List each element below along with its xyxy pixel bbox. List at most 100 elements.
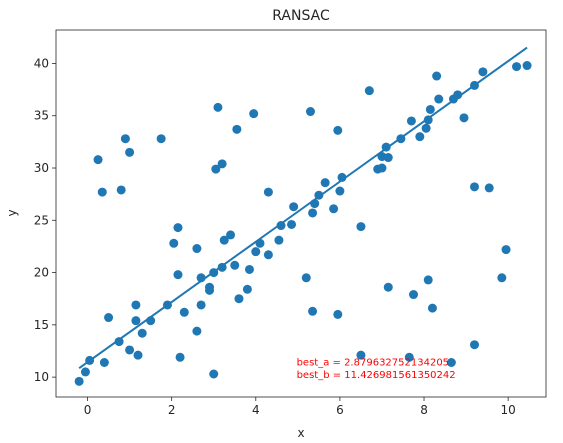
data-point (404, 352, 414, 362)
data-point (263, 187, 273, 197)
data-point (305, 107, 315, 117)
data-point (356, 350, 366, 360)
data-point (501, 245, 511, 255)
data-point (131, 300, 141, 310)
x-axis-ticks: 0 2 4 6 8 10 (84, 397, 516, 417)
data-point (173, 270, 183, 280)
data-point (230, 260, 240, 270)
data-point (423, 275, 433, 285)
data-point (104, 313, 114, 323)
data-point (427, 303, 437, 313)
data-point (251, 247, 261, 257)
data-point (93, 155, 103, 165)
data-point (116, 185, 126, 195)
annotation-best-b: best_b = 11.426981561350242 (297, 370, 456, 381)
data-point (213, 102, 223, 112)
data-point (234, 294, 244, 304)
data-point (512, 62, 522, 72)
data-point (137, 328, 147, 338)
data-point (205, 285, 215, 295)
data-point (446, 357, 456, 367)
y-tick-label: 35 (34, 109, 49, 123)
data-point (287, 219, 297, 229)
data-point (434, 94, 444, 104)
x-tick-label: 0 (84, 403, 92, 417)
data-point (97, 187, 107, 197)
data-point (337, 172, 347, 182)
data-point (356, 222, 366, 232)
ransac-fit-line (78, 46, 528, 370)
data-point (415, 132, 425, 142)
data-point (156, 134, 166, 144)
data-point (120, 134, 130, 144)
data-point (308, 306, 318, 316)
data-point (308, 208, 318, 218)
x-axis-label: x (297, 426, 304, 440)
data-point (179, 307, 189, 317)
y-axis-label: y (5, 209, 19, 216)
data-point (173, 223, 183, 233)
data-point (406, 116, 416, 126)
x-tick-label: 10 (501, 403, 516, 417)
x-tick-label: 4 (252, 403, 260, 417)
data-point (421, 123, 431, 133)
x-tick-label: 6 (336, 403, 344, 417)
data-point (333, 309, 343, 319)
data-point (131, 316, 141, 326)
data-point (453, 90, 463, 100)
data-point (469, 182, 479, 192)
data-point (74, 376, 84, 386)
data-point (484, 183, 494, 193)
y-tick-label: 20 (34, 266, 49, 280)
plot-frame (55, 29, 547, 398)
annotation-best-a: best_a = 2.879632752134205 (297, 358, 449, 369)
scatter-points (74, 61, 532, 386)
data-point (320, 178, 330, 188)
data-point (125, 345, 135, 355)
data-point (99, 357, 109, 367)
data-point (80, 367, 90, 377)
x-tick-label: 8 (420, 403, 428, 417)
data-point (478, 67, 488, 77)
data-point (409, 290, 419, 300)
data-point (263, 250, 273, 260)
x-tick-label: 2 (168, 403, 176, 417)
data-point (209, 369, 219, 379)
chart-title: RANSAC (272, 8, 330, 24)
data-point (274, 235, 284, 245)
data-point (219, 235, 229, 245)
data-point (217, 159, 227, 169)
data-point (242, 284, 252, 294)
data-point (249, 109, 259, 119)
data-point (192, 244, 202, 254)
data-point (301, 273, 311, 283)
data-point (364, 86, 374, 96)
data-point (459, 113, 469, 123)
data-point (289, 202, 299, 212)
data-point (244, 264, 254, 274)
data-point (522, 61, 532, 71)
data-point (133, 350, 143, 360)
y-tick-label: 40 (34, 56, 49, 70)
data-point (425, 104, 435, 114)
data-point (335, 186, 345, 196)
y-tick-label: 10 (34, 370, 49, 384)
data-point (114, 337, 124, 347)
data-point (329, 204, 339, 214)
y-tick-label: 25 (34, 213, 49, 227)
data-point (432, 71, 442, 81)
data-point (175, 352, 185, 362)
y-tick-label: 15 (34, 318, 49, 332)
y-tick-label: 30 (34, 161, 49, 175)
data-point (211, 164, 221, 174)
data-point (192, 326, 202, 336)
data-point (125, 147, 135, 157)
data-point (196, 300, 206, 310)
data-point (383, 282, 393, 292)
data-point (377, 163, 387, 173)
data-point (333, 125, 343, 135)
data-point (169, 238, 179, 248)
y-axis-ticks: 10 15 20 25 30 35 40 (34, 56, 56, 384)
data-point (226, 230, 236, 240)
